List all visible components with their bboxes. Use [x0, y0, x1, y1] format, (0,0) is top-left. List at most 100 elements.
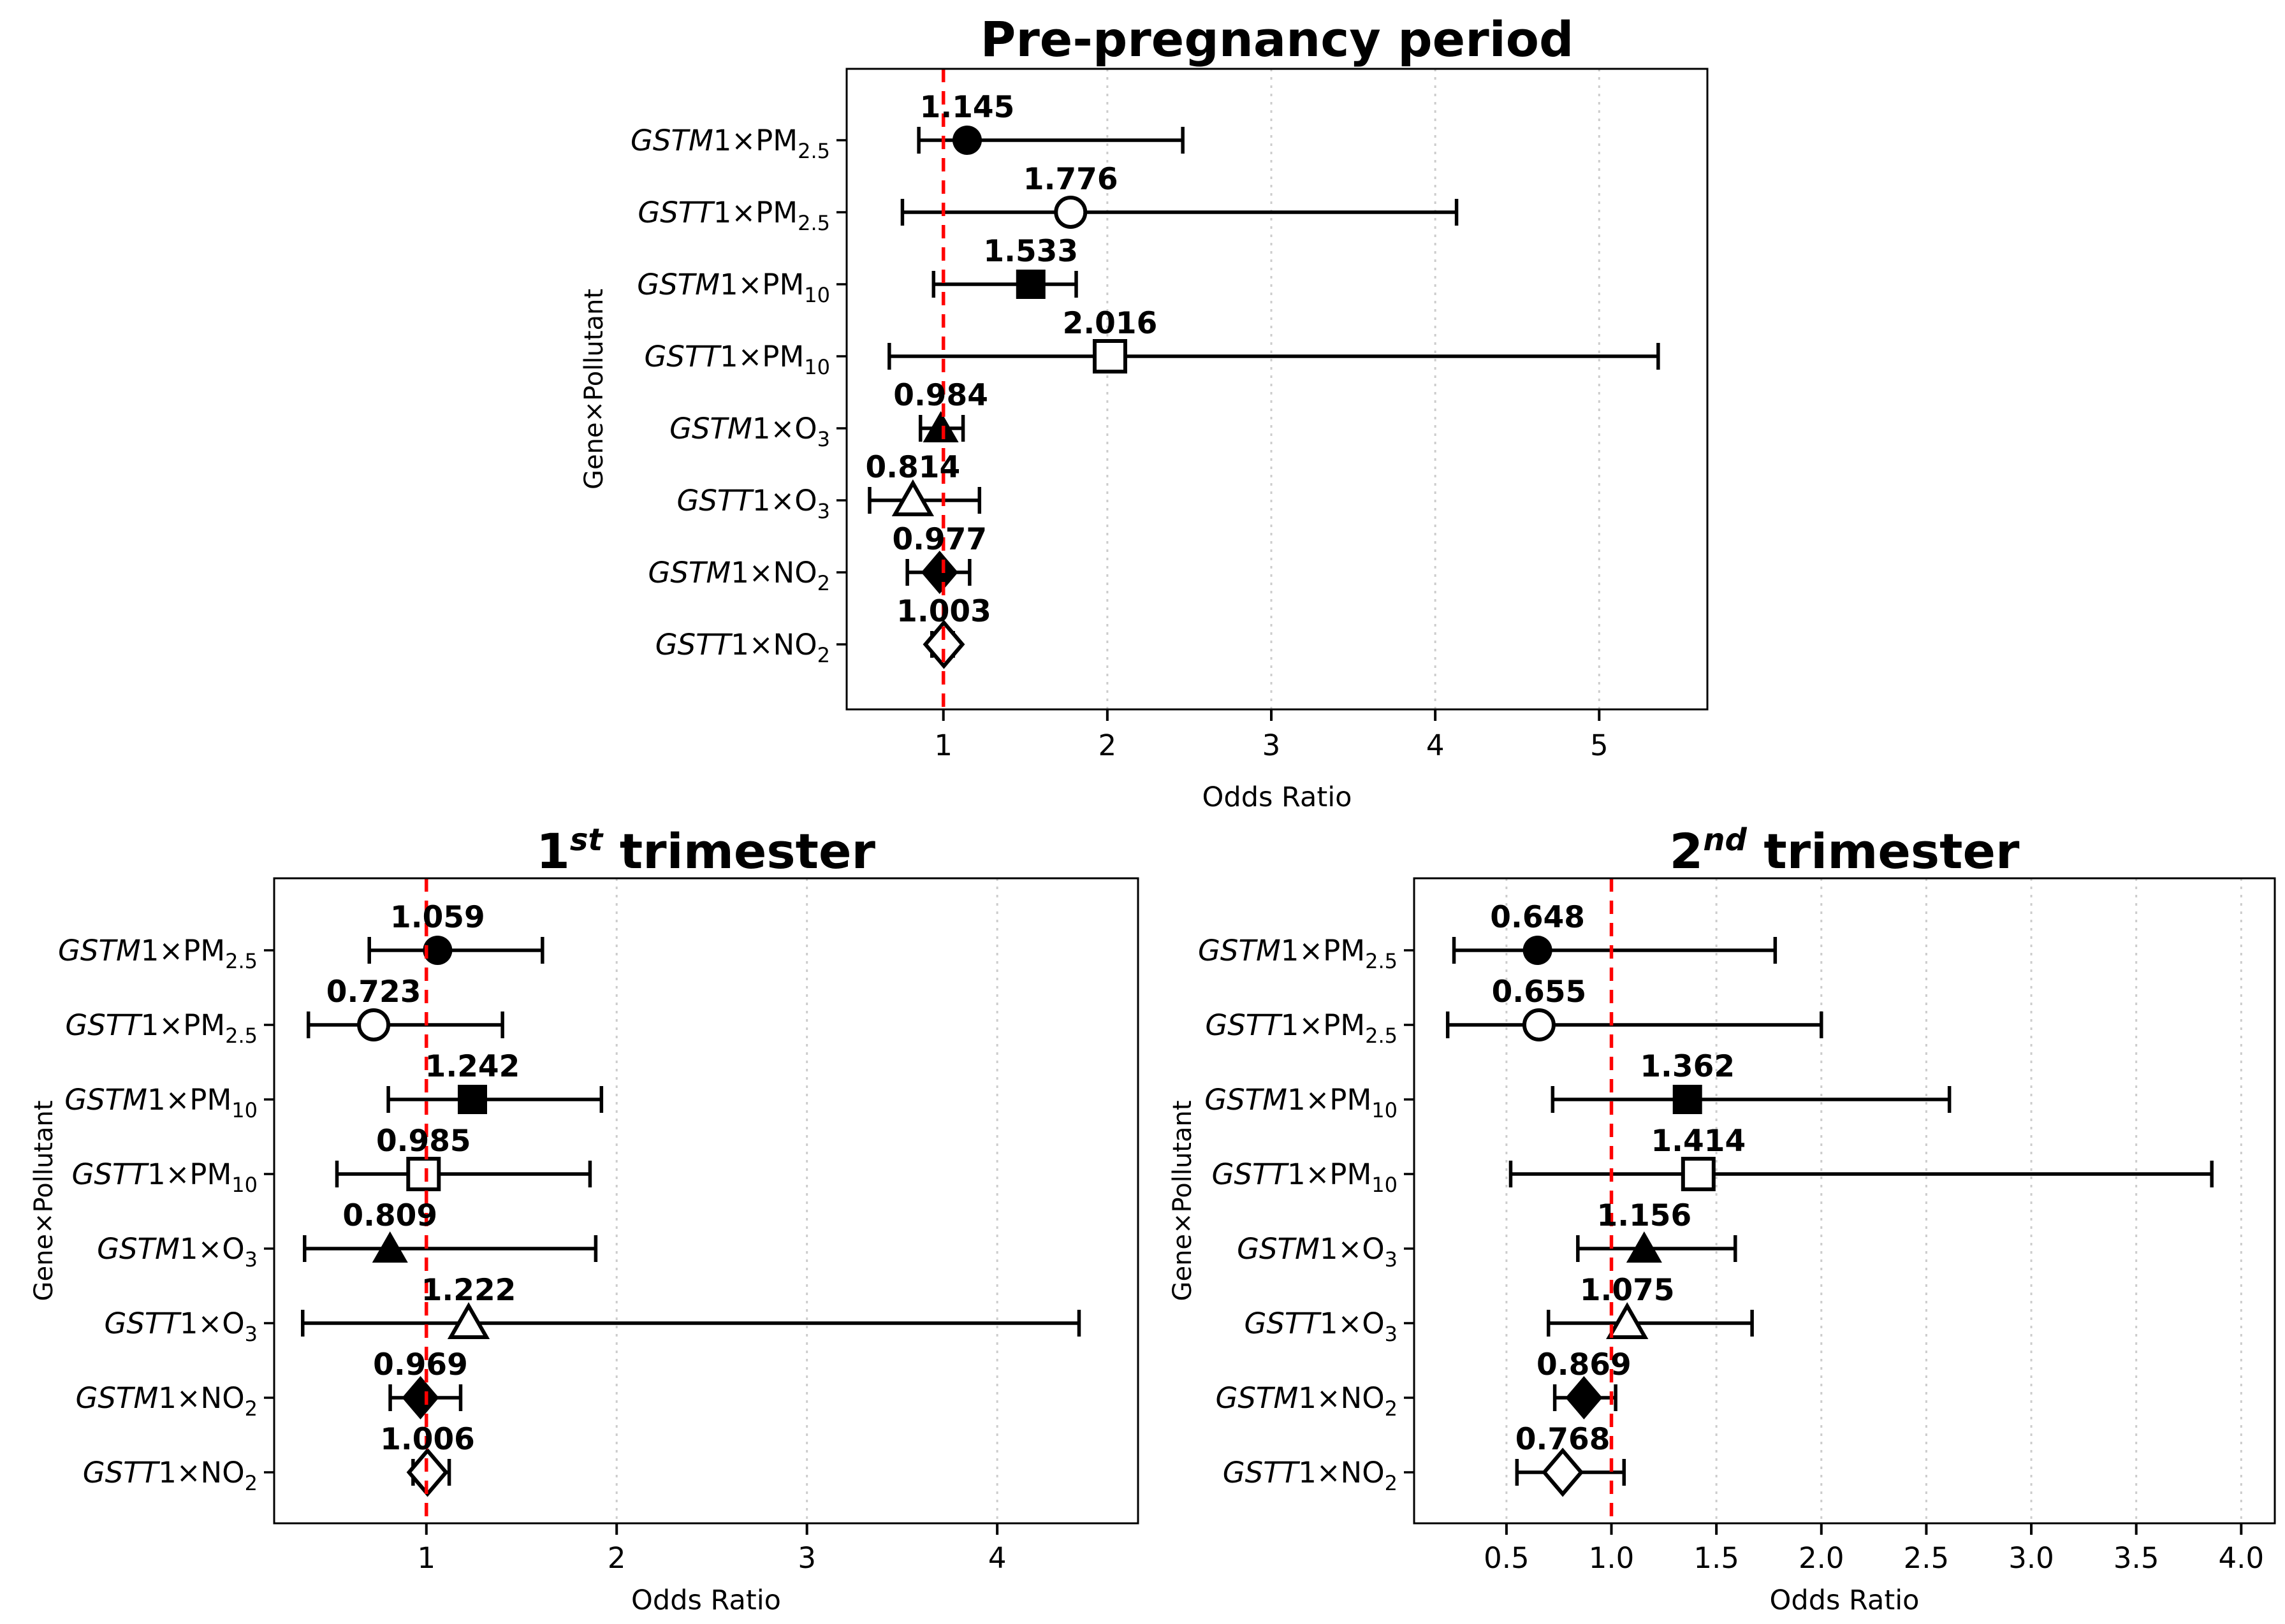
ci-whisker — [1452, 937, 1778, 964]
marker-open-circle-icon — [1522, 1008, 1556, 1041]
ci-whisker — [887, 343, 1660, 370]
row-label: GSTT1×O3 — [1244, 1307, 1398, 1346]
marker-filled-square-icon — [1672, 1085, 1702, 1114]
row-label: GSTM1×PM2.5 — [1198, 934, 1398, 973]
x-tick-label: 4 — [988, 1541, 1007, 1575]
or-value-label: 0.985 — [376, 1124, 471, 1159]
or-value-label: 1.006 — [380, 1422, 475, 1457]
row-label: GSTT1×PM10 — [72, 1157, 258, 1197]
plot-pre-pregnancy-period: 1.145 1.776 1.533 2.016 0.984 0.814 0.977 1.003… — [580, 11, 1709, 813]
marker-filled-circle-icon — [423, 936, 453, 965]
marker-filled-circle-icon — [953, 126, 982, 155]
marker-open-triangle-icon — [447, 1301, 490, 1339]
row-label: GSTT1×PM10 — [645, 340, 830, 379]
or-value-label: 0.869 — [1537, 1347, 1632, 1382]
ci-whisker — [1445, 1011, 1823, 1038]
marker-filled-triangle-icon — [1626, 1231, 1662, 1263]
or-value-label: 0.984 — [893, 378, 988, 413]
ci-whisker — [367, 937, 544, 964]
or-value-label: 0.977 — [892, 522, 987, 557]
x-tick-label: 3.0 — [2008, 1541, 2054, 1575]
row-label: GSTM1×PM10 — [1204, 1083, 1398, 1122]
or-value-label: 0.648 — [1490, 900, 1585, 935]
or-value-label: 0.655 — [1492, 975, 1587, 1010]
plot-title: Pre-pregnancy period — [981, 11, 1574, 68]
row-label: GSTT1×NO2 — [655, 628, 830, 667]
y-axis-title: Gene×Pollutant — [29, 1100, 59, 1301]
or-value-label: 0.809 — [342, 1198, 437, 1233]
plot-second-trimester: 0.648 0.655 1.362 1.414 1.156 1.075 0.869 0.768… — [1168, 822, 2276, 1616]
marker-filled-triangle-icon — [372, 1231, 408, 1263]
row-label: GSTT1×PM2.5 — [65, 1008, 258, 1048]
or-value-label: 1.145 — [920, 90, 1015, 125]
or-value-label: 1.059 — [390, 900, 485, 935]
plot-title: 1st trimester — [536, 822, 876, 880]
x-tick-label: 3 — [1262, 729, 1281, 762]
or-value-label: 1.003 — [896, 594, 991, 629]
x-tick-label: 3 — [798, 1541, 816, 1575]
x-tick-label: 1 — [417, 1541, 435, 1575]
marker-open-square-icon — [1092, 339, 1127, 373]
ci-whisker — [386, 1086, 604, 1113]
marker-open-square-icon — [1681, 1157, 1716, 1191]
y-axis-title: Gene×Pollutant — [1168, 1100, 1197, 1301]
x-tick-label: 5 — [1590, 729, 1609, 762]
plot-title: 2nd trimester — [1669, 822, 2020, 880]
marker-filled-square-icon — [457, 1085, 487, 1114]
marker-open-triangle-icon — [891, 479, 935, 516]
row-label: GSTM1×O3 — [669, 412, 830, 451]
marker-open-triangle-icon — [1606, 1301, 1649, 1339]
row-label: GSTT1×PM2.5 — [638, 196, 830, 235]
ci-whisker — [335, 1161, 592, 1187]
y-axis-title: Gene×Pollutant — [580, 289, 609, 489]
row-label: GSTM1×O3 — [1237, 1232, 1398, 1272]
marker-filled-triangle-icon — [923, 411, 959, 442]
x-tick-label: 2 — [608, 1541, 626, 1575]
row-label: GSTM1×PM10 — [637, 268, 830, 307]
marker-open-diamond-icon — [1542, 1447, 1584, 1497]
row-label: GSTT1×PM2.5 — [1205, 1008, 1398, 1048]
x-axis-title: Odds Ratio — [1202, 781, 1352, 813]
ci-whisker — [1546, 1310, 1754, 1337]
marker-filled-square-icon — [1016, 270, 1046, 299]
plot-frame — [1413, 877, 2276, 1525]
plot-frame — [273, 877, 1139, 1525]
row-label: GSTM1×NO2 — [1215, 1381, 1398, 1421]
plot-first-trimester: 1.059 0.723 1.242 0.985 0.809 1.222 0.969 1.006… — [29, 822, 1139, 1616]
or-value-label: 0.723 — [326, 975, 421, 1010]
marker-open-circle-icon — [357, 1008, 391, 1041]
x-tick-label: 1.5 — [1693, 1541, 1739, 1575]
row-label: GSTM1×PM2.5 — [58, 934, 258, 973]
row-label: GSTM1×O3 — [97, 1232, 258, 1272]
marker-open-diamond-icon — [923, 620, 965, 669]
or-value-label: 1.362 — [1640, 1049, 1735, 1084]
ci-whisker — [1551, 1086, 1952, 1113]
ci-whisker — [1576, 1235, 1737, 1262]
ci-whisker — [301, 1310, 1081, 1337]
or-value-label: 1.776 — [1023, 162, 1118, 197]
ci-whisker — [900, 199, 1459, 226]
or-value-label: 1.222 — [421, 1273, 516, 1308]
or-value-label: 1.075 — [1580, 1273, 1675, 1308]
x-tick-label: 2 — [1099, 729, 1117, 762]
x-tick-label: 1 — [934, 729, 953, 762]
x-tick-label: 4.0 — [2219, 1541, 2265, 1575]
row-label: GSTT1×O3 — [104, 1307, 258, 1346]
or-value-label: 0.814 — [866, 450, 961, 485]
row-label: GSTM1×PM10 — [64, 1083, 258, 1122]
ci-whisker — [306, 1011, 504, 1038]
row-label: GSTT1×NO2 — [1223, 1456, 1398, 1495]
marker-filled-diamond-icon — [921, 551, 958, 594]
x-tick-label: 2.5 — [1904, 1541, 1950, 1575]
x-tick-label: 4 — [1426, 729, 1445, 762]
or-value-label: 0.969 — [373, 1347, 468, 1382]
or-value-label: 1.533 — [983, 234, 1078, 269]
marker-open-square-icon — [406, 1157, 441, 1191]
ci-whisker — [931, 271, 1078, 298]
row-label: GSTM1×NO2 — [75, 1381, 258, 1421]
plot-frame — [845, 68, 1709, 711]
row-label: GSTM1×NO2 — [648, 556, 830, 595]
